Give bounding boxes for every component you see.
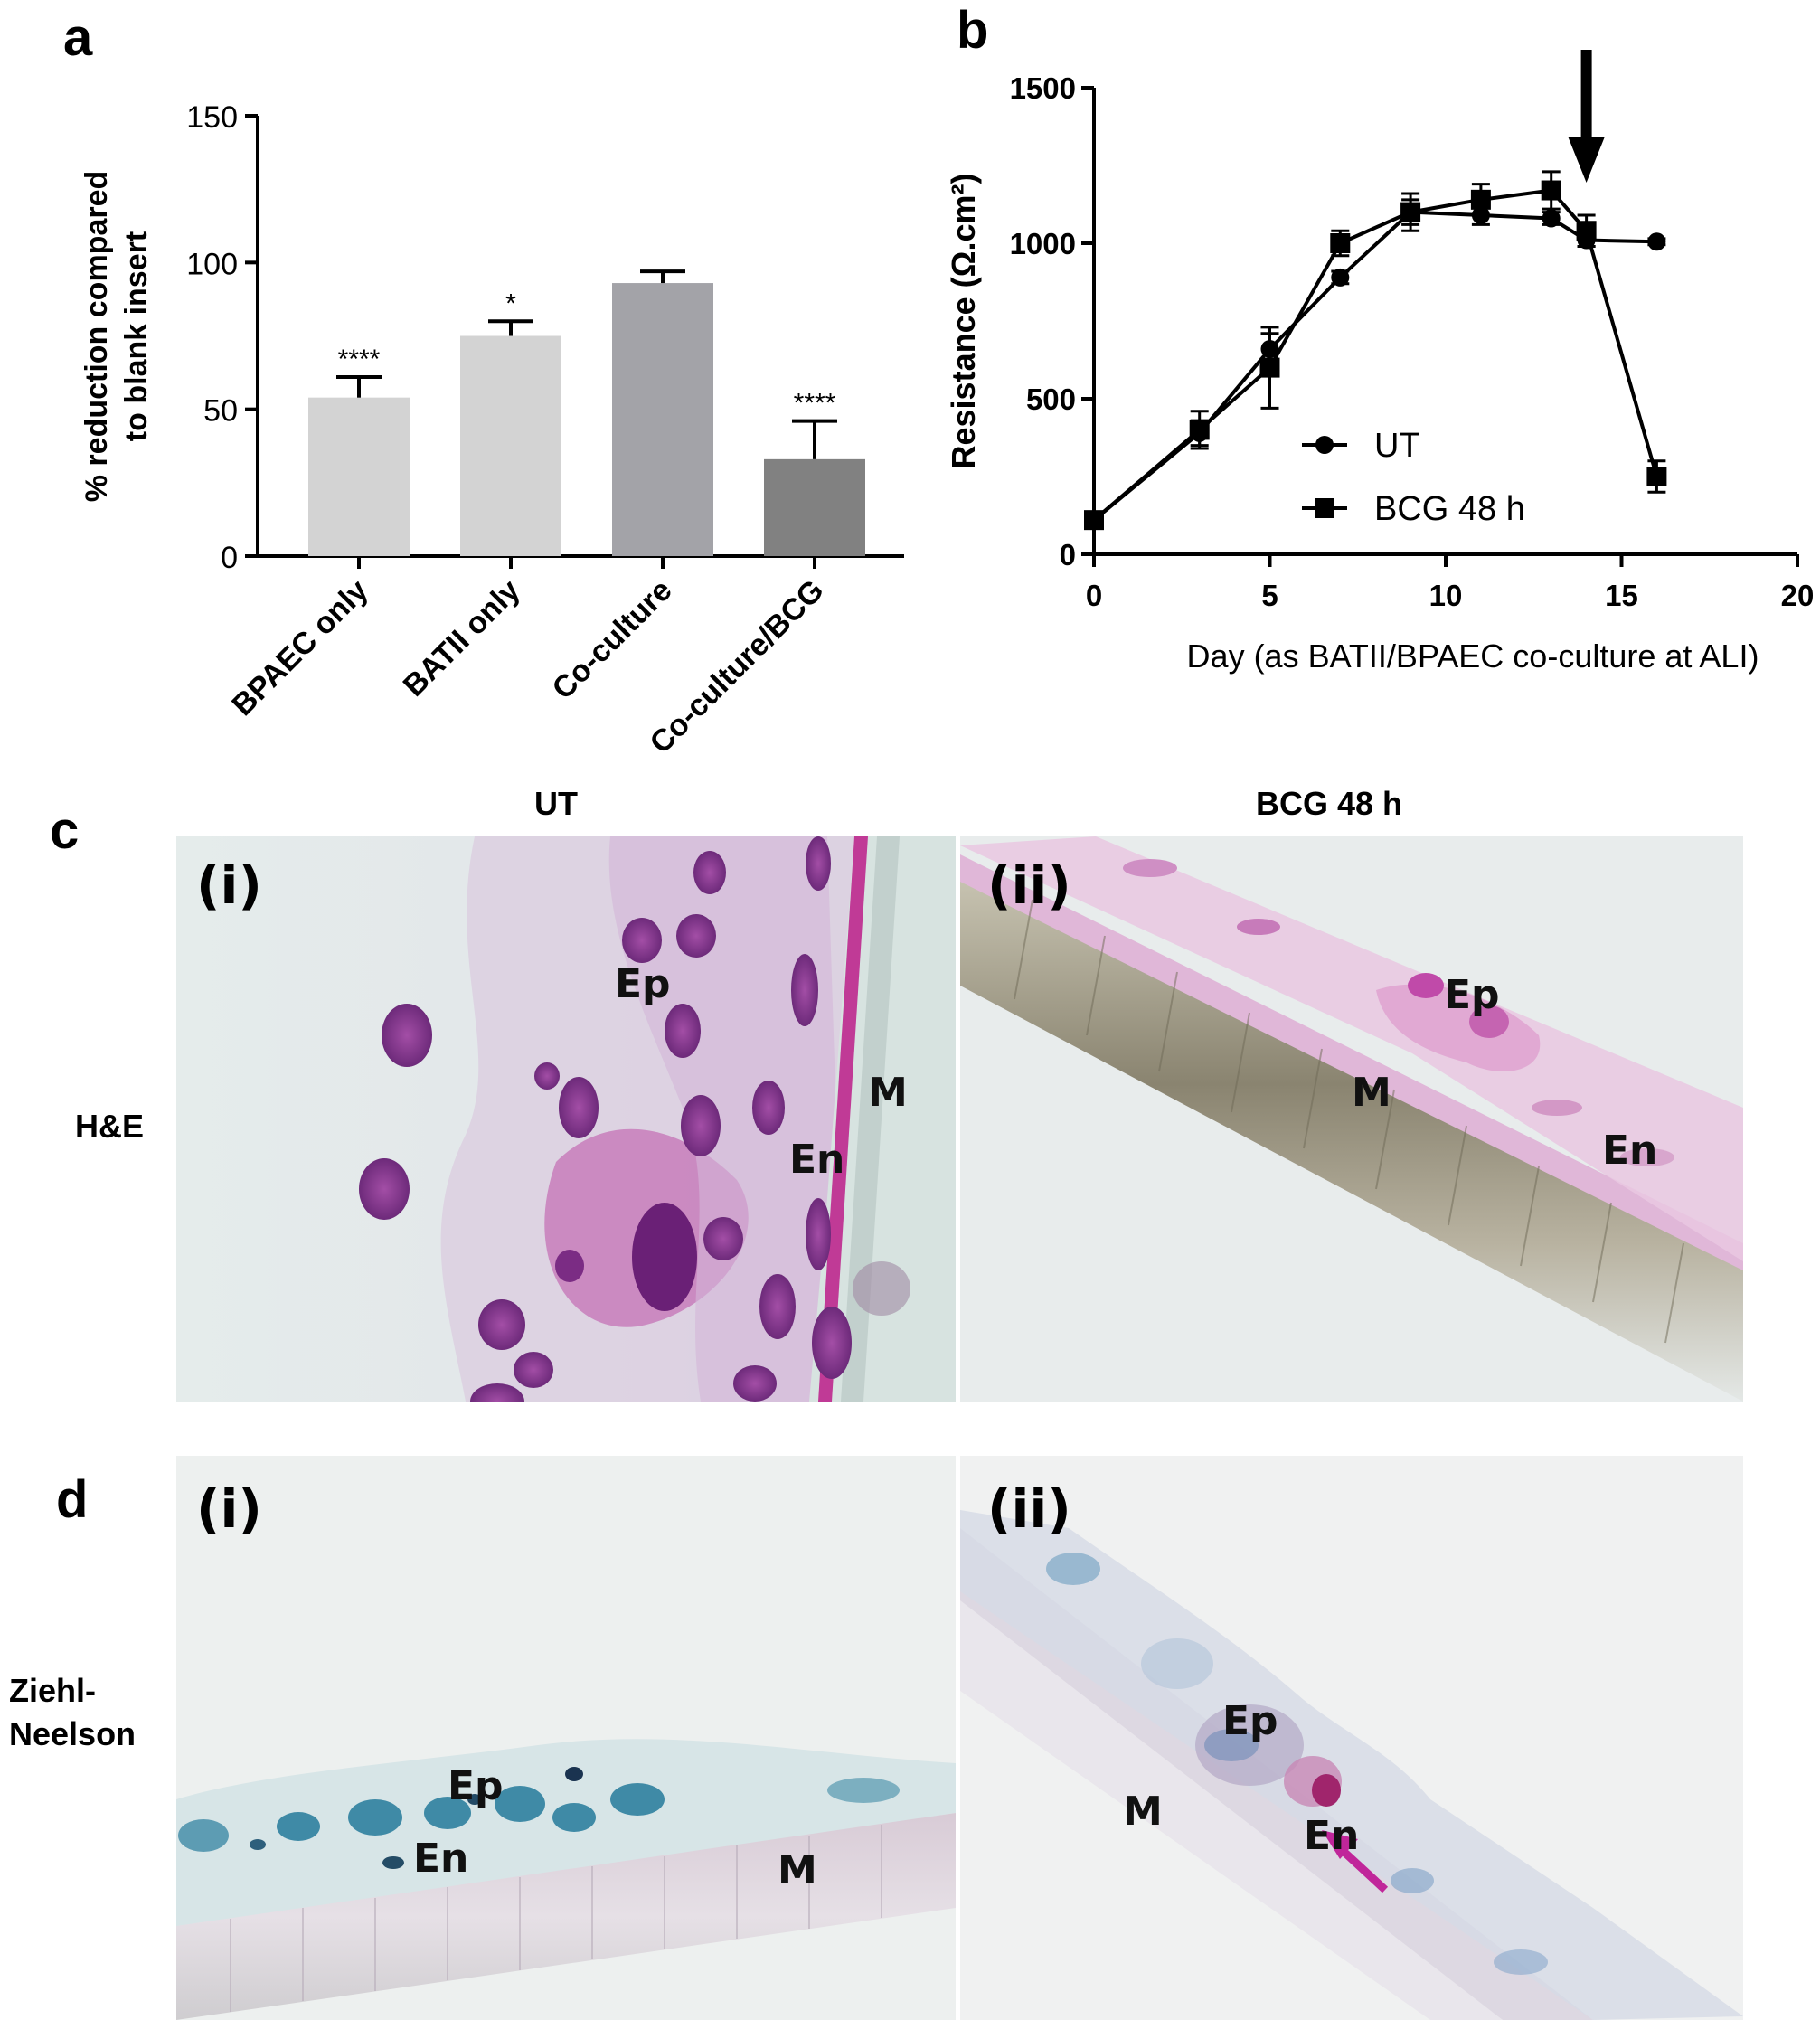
y-tick-label: 500 <box>1026 382 1076 416</box>
row-label-ziehl-line1: Ziehl- <box>9 1672 96 1709</box>
micrograph-he-ut-numeral: (i) <box>196 854 262 916</box>
y-tick-label: 0 <box>221 541 238 575</box>
label-en: En <box>1602 1128 1658 1174</box>
panel-letter-a: a <box>63 8 93 67</box>
x-tick-label: BPAEC only <box>225 573 374 722</box>
legend-label: UT <box>1374 427 1420 465</box>
bar <box>612 283 713 556</box>
data-point <box>1576 221 1597 241</box>
micrograph-zn-ut: (i) Ep En M <box>176 1456 956 2020</box>
bar <box>460 335 561 556</box>
label-en: En <box>413 1836 469 1882</box>
arrow-shaft <box>1580 50 1592 140</box>
y-tick-label: 1500 <box>1010 71 1076 105</box>
panel-letter-c: c <box>50 801 80 860</box>
label-en: En <box>1304 1813 1360 1859</box>
y-tick-label: 150 <box>186 100 238 135</box>
row-label-ziehl: Ziehl- Neelson <box>9 1669 136 1756</box>
data-point <box>1541 180 1561 201</box>
data-point <box>1189 420 1210 440</box>
x-tick-label: 0 <box>1086 579 1102 612</box>
significance-label: **** <box>338 345 381 374</box>
y-tick-label: 100 <box>186 247 238 281</box>
significance-label: * <box>505 288 516 318</box>
label-m: M <box>778 1847 817 1893</box>
label-m: M <box>1352 1070 1391 1116</box>
data-point <box>1542 209 1561 228</box>
label-en: En <box>789 1137 845 1183</box>
x-tick-label: 20 <box>1781 579 1815 612</box>
micrograph-he-ut: (i) Ep En M <box>176 836 956 1402</box>
micrograph-he-bcg: (ii) Ep M En <box>960 836 1743 1402</box>
legend-marker <box>1315 498 1334 518</box>
micrograph-he-ut-image <box>176 836 956 1402</box>
label-ep: Ep <box>615 961 671 1007</box>
line-chart-resistance: 0 500 1000 1500 0 5 10 15 20 Day (as BATII/BPAEC … <box>945 50 1815 675</box>
x-tick-label: 5 <box>1261 579 1278 612</box>
arrow-head <box>1568 137 1605 183</box>
y-axis-label-line: % reduction compared <box>80 171 114 503</box>
label-m: M <box>1123 1789 1163 1835</box>
bar-chart-reduction: 0 50 100 150 % reduction compared to blank in… <box>80 100 904 760</box>
legend-label: BCG 48 h <box>1374 490 1525 528</box>
data-point <box>1400 202 1421 222</box>
series-line <box>1092 188 1659 522</box>
y-tick-label: 1000 <box>1010 227 1076 260</box>
label-ep: Ep <box>1444 972 1500 1018</box>
x-axis-label: Day (as BATII/BPAEC co-culture at ALI) <box>1187 637 1759 675</box>
x-tick-label: 10 <box>1429 579 1463 612</box>
micrograph-zn-ut-numeral: (i) <box>196 1478 262 1540</box>
bar <box>308 397 410 556</box>
y-axis-label: Resistance (Ω.cm²) <box>945 174 982 469</box>
row-label-he: H&E <box>75 1108 145 1145</box>
x-tick-label: 15 <box>1605 579 1638 612</box>
data-point <box>1470 189 1491 210</box>
bar <box>764 458 865 556</box>
significance-label: **** <box>794 389 836 419</box>
column-title-ut: UT <box>534 785 578 822</box>
data-point <box>1647 232 1666 251</box>
y-tick-label: 50 <box>203 394 238 429</box>
data-point <box>1331 268 1350 287</box>
label-m: M <box>868 1070 908 1116</box>
data-point <box>1084 510 1104 531</box>
micrograph-zn-bcg-image <box>960 1456 1743 2020</box>
series-line <box>1092 210 1657 522</box>
legend-marker <box>1315 436 1334 454</box>
panel-letter-b: b <box>957 1 989 60</box>
micrograph-he-bcg-image <box>960 836 1743 1402</box>
micrograph-he-bcg-numeral: (ii) <box>987 854 1071 916</box>
micrograph-zn-ut-image <box>176 1456 956 2020</box>
y-axis-label-line: to blank insert <box>119 231 154 441</box>
label-ep: Ep <box>448 1763 504 1809</box>
data-point <box>1646 467 1667 486</box>
panel-letter-d: d <box>56 1470 89 1529</box>
micrograph-zn-bcg: (ii) Ep M En <box>960 1456 1743 2020</box>
micrograph-zn-bcg-numeral: (ii) <box>987 1478 1071 1540</box>
label-ep: Ep <box>1222 1698 1278 1744</box>
column-title-bcg: BCG 48 h <box>1255 785 1403 822</box>
data-point <box>1259 357 1280 378</box>
x-tick-label: Co-culture <box>546 573 679 706</box>
row-label-ziehl-line2: Neelson <box>9 1715 137 1752</box>
y-axis-label: % reduction compared to blank insert <box>80 171 154 503</box>
data-point <box>1330 233 1351 253</box>
y-tick-label: 0 <box>1060 538 1076 571</box>
x-tick-label: BATII only <box>397 573 527 703</box>
